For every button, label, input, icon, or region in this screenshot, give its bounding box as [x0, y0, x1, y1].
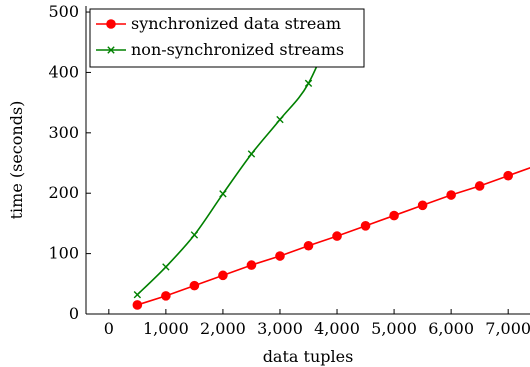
legend-label-1: synchronized data stream	[131, 14, 341, 33]
series-2-point-6	[276, 115, 284, 124]
axes-group: 0 1,000 2,000 3,000 4,000 5,000 6,000 7,000 0 100…	[7, 2, 530, 366]
series-2-point-4	[219, 190, 227, 198]
series-1-point-2	[161, 291, 171, 301]
series-1-point-6	[275, 251, 285, 261]
y-axis-label: time (seconds)	[7, 101, 26, 220]
legend-marker-1	[106, 19, 116, 29]
legend-label-2: non-synchronized streams	[131, 40, 344, 59]
legend-item-2: non-synchronized streams	[96, 40, 344, 59]
series-2-point-2	[162, 263, 170, 271]
x-axis-label: data tuples	[263, 347, 354, 366]
plot-series-group	[132, 14, 530, 310]
y-tick-label-4: 300	[48, 123, 79, 142]
y-tick-label-5: 400	[48, 62, 79, 81]
series-1-point-7	[303, 240, 314, 251]
series-1-point-14	[503, 170, 513, 181]
series-2-point-5	[247, 150, 256, 158]
y-tick-label-2: 100	[48, 244, 79, 263]
x-tick-label-6: 5,000	[371, 319, 417, 338]
y-tick-label-1: 0	[69, 304, 79, 323]
x-tick-label-4: 3,000	[257, 319, 303, 338]
x-tick-label-8: 7,000	[485, 319, 530, 338]
legend-item-1: synchronized data stream	[96, 14, 341, 33]
series-1-point-10	[389, 210, 399, 221]
x-tick-label-7: 6,000	[428, 319, 474, 338]
y-tick-label-3: 200	[48, 183, 79, 202]
series-1-point-4	[218, 270, 228, 281]
series-1-point-5	[246, 260, 257, 270]
x-tick-label-5: 4,000	[314, 319, 360, 338]
series-1-point-3	[189, 280, 200, 291]
x-tick-label-2: 1,000	[143, 319, 189, 338]
series-2-point-3	[190, 231, 199, 239]
series-2-point-1	[133, 290, 142, 299]
x-tick-label-3: 2,000	[200, 319, 246, 338]
series-1-point-9	[360, 221, 371, 231]
x-tick-label-1: 0	[104, 319, 114, 338]
series-1-point-12	[446, 190, 456, 200]
series-1-point-11	[417, 200, 428, 211]
y-tick-label-6: 500	[48, 2, 79, 21]
legend-marker-2	[107, 46, 115, 54]
legend: synchronized data stream non-synchronized…	[89, 8, 365, 68]
series-2-point-7	[304, 79, 313, 87]
legend-box	[89, 8, 365, 68]
series-1-point-13	[474, 181, 485, 191]
series-1-point-8	[332, 231, 342, 241]
series-1-point-1	[132, 300, 143, 310]
